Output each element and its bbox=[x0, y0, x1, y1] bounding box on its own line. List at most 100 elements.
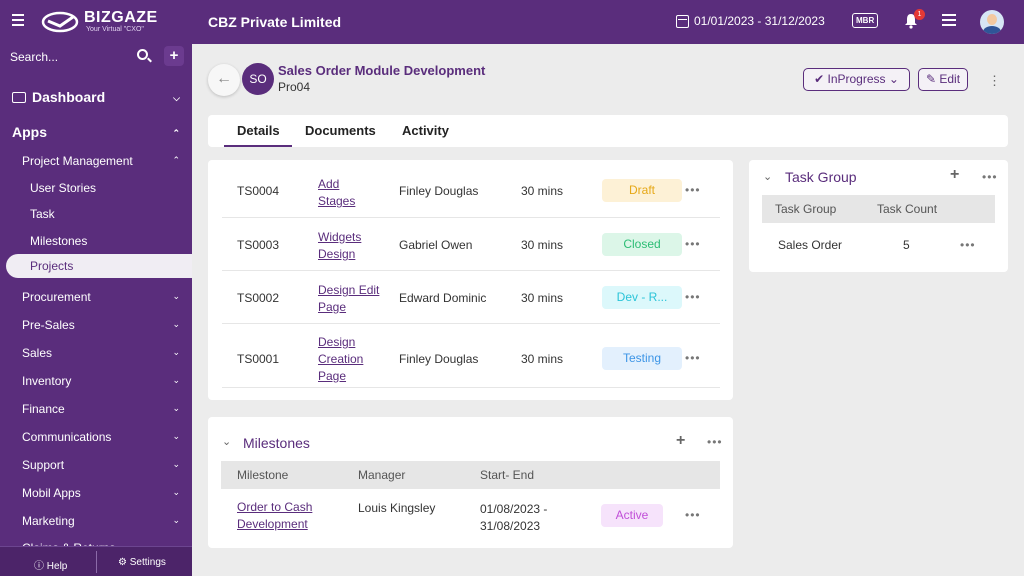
sidebar-item-projects[interactable]: Projects bbox=[6, 254, 192, 278]
task-name-link[interactable]: Widgets Design bbox=[318, 230, 362, 261]
chevron-down-icon[interactable]: ⌄ bbox=[222, 436, 232, 448]
status-badge: Closed bbox=[602, 233, 682, 256]
task-name-link[interactable]: Design Edit Page bbox=[318, 283, 380, 314]
project-code: Pro04 bbox=[278, 80, 311, 94]
help-label: Help bbox=[46, 561, 68, 572]
table-header: Task Group Task Count bbox=[762, 195, 995, 223]
section-title: Task Group bbox=[785, 169, 857, 185]
menu-icon[interactable] bbox=[12, 14, 24, 26]
row-options-icon[interactable]: ••• bbox=[960, 238, 976, 252]
table-row[interactable]: TS0003 Widgets Design Gabriel Owen 30 min… bbox=[222, 218, 720, 271]
section-options-icon[interactable]: ••• bbox=[707, 435, 723, 449]
chevron-down-icon: ⌄ bbox=[172, 403, 180, 413]
task-assignee: Gabriel Owen bbox=[399, 238, 473, 252]
milestone-manager: Louis Kingsley bbox=[358, 501, 436, 515]
active-tab-indicator bbox=[224, 145, 292, 147]
back-arrow-icon[interactable]: ← bbox=[208, 64, 240, 96]
row-options-icon[interactable]: ••• bbox=[685, 183, 701, 197]
task-count: 5 bbox=[903, 238, 910, 252]
row-options-icon[interactable]: ••• bbox=[685, 351, 701, 365]
sidebar-item-communications[interactable]: Communications ⌄ bbox=[22, 430, 192, 444]
edit-button[interactable]: ✎ Edit bbox=[918, 68, 968, 91]
tab-details[interactable]: Details bbox=[237, 123, 280, 138]
task-name-link[interactable]: Add Stages bbox=[318, 177, 356, 208]
task-assignee: Edward Dominic bbox=[399, 291, 487, 305]
chevron-down-icon: ⌄ bbox=[172, 347, 180, 357]
sidebar-item-label: Dashboard bbox=[32, 89, 106, 105]
settings-button[interactable]: ⚙ Settings bbox=[118, 557, 166, 568]
chevron-down-icon: ⌄ bbox=[172, 487, 180, 497]
sidebar-item-project-management[interactable]: Project Management ⌃ bbox=[22, 154, 192, 168]
sidebar-item-task[interactable]: Task bbox=[30, 207, 55, 221]
notification-badge: 1 bbox=[914, 9, 925, 20]
search-input[interactable]: Search... bbox=[10, 50, 59, 64]
task-duration: 30 mins bbox=[521, 352, 564, 366]
sidebar-item-dashboard[interactable]: Dashboard ⌵ bbox=[12, 89, 192, 105]
table-row[interactable]: TS0002 Design Edit Page Edward Dominic 30… bbox=[222, 271, 720, 324]
table-row[interactable]: TS0004 Add Stages Finley Douglas 30 mins … bbox=[222, 164, 720, 218]
mbr-button[interactable]: MBR bbox=[852, 13, 879, 28]
more-options-icon[interactable]: ⋮ bbox=[988, 73, 1001, 88]
sidebar-item-marketing[interactable]: Marketing ⌄ bbox=[22, 514, 192, 528]
sidebar-item-label: Communications bbox=[22, 430, 112, 444]
row-options-icon[interactable]: ••• bbox=[685, 237, 701, 251]
task-id: TS0003 bbox=[237, 238, 280, 252]
sidebar-item-finance[interactable]: Finance ⌄ bbox=[22, 402, 192, 416]
dashboard-icon bbox=[12, 92, 26, 103]
row-options-icon[interactable]: ••• bbox=[685, 290, 701, 304]
chevron-down-icon: ⌄ bbox=[172, 291, 180, 301]
sidebar-item-label: Finance bbox=[22, 402, 65, 416]
chevron-down-icon[interactable]: ⌄ bbox=[763, 171, 773, 183]
sidebar-item-label: Mobil Apps bbox=[22, 486, 81, 500]
sidebar-item-label: Pre-Sales bbox=[22, 318, 75, 332]
sidebar-item-label: Inventory bbox=[22, 374, 72, 388]
section-options-icon[interactable]: ••• bbox=[982, 170, 998, 184]
sidebar-item-milestones[interactable]: Milestones bbox=[30, 234, 88, 248]
tab-bar: Details Documents Activity bbox=[208, 115, 1008, 147]
sidebar-item-support[interactable]: Support ⌄ bbox=[22, 458, 192, 472]
edit-label: Edit bbox=[939, 72, 961, 86]
sidebar-item-label: Project Management bbox=[22, 154, 133, 168]
row-options-icon[interactable]: ••• bbox=[685, 508, 701, 522]
sidebar-item-user-stories[interactable]: User Stories bbox=[30, 181, 97, 195]
pencil-icon: ✎ bbox=[925, 72, 937, 86]
status-dropdown[interactable]: ✔ InProgress ⌄ bbox=[803, 68, 910, 91]
sidebar-item-pre-sales[interactable]: Pre-Sales ⌄ bbox=[22, 318, 192, 332]
status-badge: Draft bbox=[602, 179, 682, 202]
top-bar: BIZGAZE Your Virtual "CXO" CBZ Private L… bbox=[0, 0, 1024, 44]
sidebar-item-inventory[interactable]: Inventory ⌄ bbox=[22, 374, 192, 388]
search-icon[interactable] bbox=[137, 49, 148, 60]
add-milestone-icon[interactable]: + bbox=[676, 432, 686, 449]
status-label: InProgress bbox=[827, 72, 886, 86]
sidebar-footer: ⓘ Help ⚙ Settings bbox=[0, 546, 192, 576]
task-group-name: Sales Order bbox=[778, 238, 843, 252]
table-row[interactable]: TS0001 Design Creation Page Finley Douglas… bbox=[222, 324, 720, 388]
milestone-name-link[interactable]: Order to Cash Development bbox=[237, 500, 313, 531]
table-header: Milestone Manager Start- End bbox=[221, 461, 720, 489]
tab-activity[interactable]: Activity bbox=[402, 123, 449, 138]
task-id: TS0004 bbox=[237, 184, 280, 198]
sidebar: Search... + Dashboard ⌵ Apps ⌃ Project M… bbox=[0, 44, 192, 576]
sidebar-item-procurement[interactable]: Procurement ⌄ bbox=[22, 290, 192, 304]
task-list-icon[interactable] bbox=[942, 14, 956, 28]
sidebar-item-label: Sales bbox=[22, 346, 53, 360]
status-badge: Testing bbox=[602, 347, 682, 370]
user-avatar[interactable] bbox=[980, 10, 1004, 34]
sidebar-item-label: Support bbox=[22, 458, 65, 472]
help-button[interactable]: ⓘ Help bbox=[34, 561, 68, 572]
column-header: Task Group bbox=[775, 202, 837, 216]
tab-documents[interactable]: Documents bbox=[305, 123, 376, 138]
sidebar-item-sales[interactable]: Sales ⌄ bbox=[22, 346, 192, 360]
task-name-link[interactable]: Design Creation Page bbox=[318, 335, 364, 383]
company-name[interactable]: CBZ Private Limited bbox=[208, 14, 342, 30]
sidebar-item-apps[interactable]: Apps ⌃ bbox=[12, 124, 192, 140]
sidebar-item-mobil-apps[interactable]: Mobil Apps ⌄ bbox=[22, 486, 192, 500]
chevron-down-icon: ⌄ bbox=[172, 375, 180, 385]
sidebar-item-label: Marketing bbox=[22, 514, 75, 528]
chevron-up-icon: ⌃ bbox=[172, 128, 180, 138]
bizgaze-logo-icon bbox=[41, 11, 79, 33]
add-task-group-icon[interactable]: + bbox=[950, 166, 960, 183]
date-range-picker[interactable]: 01/01/2023 - 31/12/2023 bbox=[676, 14, 825, 28]
add-button[interactable]: + bbox=[164, 46, 184, 66]
chevron-down-icon: ⌄ bbox=[172, 319, 180, 329]
